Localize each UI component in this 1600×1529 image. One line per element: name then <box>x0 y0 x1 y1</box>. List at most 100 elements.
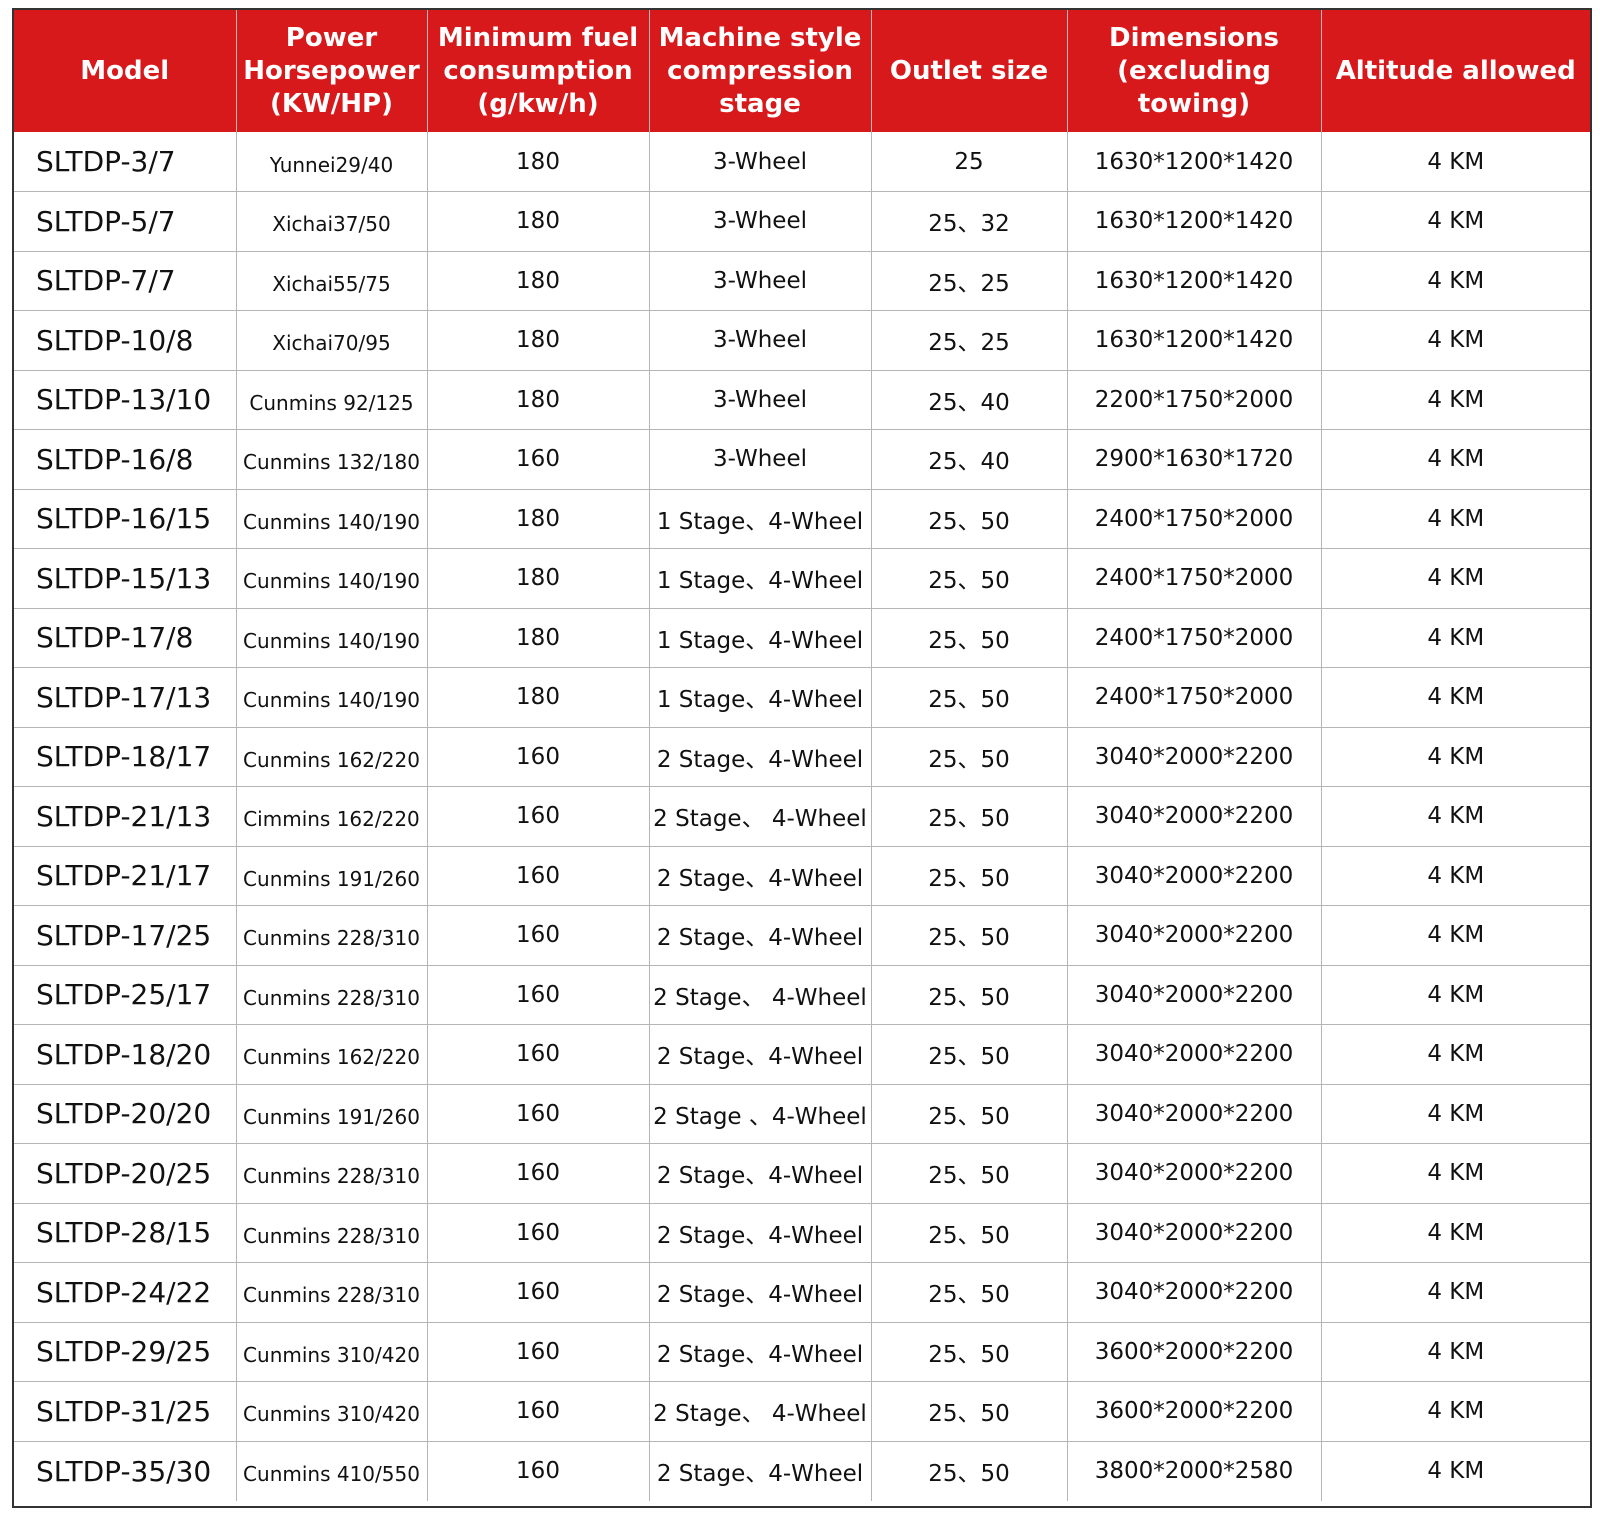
cell-power: Cunmins 140/190 <box>236 548 428 609</box>
table-row: SLTDP-16/8 Cunmins 132/180 160 3-Wheel 25、40… <box>14 429 1590 490</box>
cell-power: Cunmins 140/190 <box>236 608 428 668</box>
cell-machine-style: 2 Stage、4-Wheel <box>649 1441 872 1501</box>
cell-outlet: 25、40 <box>871 429 1068 490</box>
cell-altitude: 4 KM <box>1321 310 1590 371</box>
cell-fuel: 160 <box>427 905 650 966</box>
cell-model: SLTDP-31/25 <box>14 1381 237 1442</box>
table-row: SLTDP-31/25 Cunmins 310/420 160 2 Stage、 4-… <box>14 1381 1590 1442</box>
cell-dimensions: 3040*2000*2200 <box>1067 1024 1322 1085</box>
table-header-row: Model Power Horsepower (KW/HP) Minimum f… <box>14 10 1590 132</box>
cell-altitude: 4 KM <box>1321 786 1590 847</box>
cell-machine-style: 2 Stage、4-Wheel <box>649 846 872 906</box>
cell-outlet: 25、50 <box>871 727 1068 787</box>
cell-dimensions: 1630*1200*1420 <box>1067 310 1322 371</box>
cell-machine-style: 3-Wheel <box>649 310 872 371</box>
header-altitude: Altitude allowed <box>1321 10 1590 132</box>
cell-power: Xichai55/75 <box>236 251 428 311</box>
cell-machine-style: 2 Stage、 4-Wheel <box>649 786 872 847</box>
cell-dimensions: 3040*2000*2200 <box>1067 965 1322 1025</box>
cell-machine-style: 3-Wheel <box>649 370 872 430</box>
cell-model: SLTDP-17/13 <box>14 667 237 728</box>
cell-outlet: 25、50 <box>871 1203 1068 1263</box>
cell-model: SLTDP-35/30 <box>14 1441 237 1501</box>
cell-power: Cunmins 310/420 <box>236 1322 428 1382</box>
cell-dimensions: 3600*2000*2200 <box>1067 1322 1322 1382</box>
cell-fuel: 180 <box>427 370 650 430</box>
cell-model: SLTDP-17/25 <box>14 905 237 966</box>
cell-dimensions: 1630*1200*1420 <box>1067 251 1322 311</box>
cell-fuel: 160 <box>427 1262 650 1323</box>
cell-model: SLTDP-18/20 <box>14 1024 237 1085</box>
cell-machine-style: 2 Stage、4-Wheel <box>649 1024 872 1085</box>
cell-outlet: 25、50 <box>871 1143 1068 1204</box>
cell-power: Cunmins 228/310 <box>236 1262 428 1323</box>
cell-fuel: 180 <box>427 548 650 609</box>
cell-dimensions: 2400*1750*2000 <box>1067 608 1322 668</box>
table-row: SLTDP-21/17 Cunmins 191/260 160 2 Stage、4-W… <box>14 846 1590 906</box>
cell-fuel: 160 <box>427 1441 650 1501</box>
table-row: SLTDP-18/17 Cunmins 162/220 160 2 Stage、4-W… <box>14 727 1590 787</box>
cell-power: Xichai37/50 <box>236 191 428 252</box>
cell-dimensions: 2400*1750*2000 <box>1067 489 1322 549</box>
cell-power: Xichai70/95 <box>236 310 428 371</box>
cell-power: Cunmins 162/220 <box>236 727 428 787</box>
cell-power: Cunmins 410/550 <box>236 1441 428 1501</box>
cell-fuel: 180 <box>427 191 650 252</box>
cell-power: Cunmins 191/260 <box>236 846 428 906</box>
cell-dimensions: 2200*1750*2000 <box>1067 370 1322 430</box>
cell-altitude: 4 KM <box>1321 1084 1590 1144</box>
cell-fuel: 180 <box>427 310 650 371</box>
cell-model: SLTDP-5/7 <box>14 191 237 252</box>
cell-model: SLTDP-25/17 <box>14 965 237 1025</box>
cell-dimensions: 3040*2000*2200 <box>1067 727 1322 787</box>
cell-outlet: 25、50 <box>871 608 1068 668</box>
cell-dimensions: 3800*2000*2580 <box>1067 1441 1322 1501</box>
table-row: SLTDP-24/22 Cunmins 228/310 160 2 Stage、4-W… <box>14 1262 1590 1323</box>
table-row: SLTDP-7/7 Xichai55/75 180 3-Wheel 25、25 1630*… <box>14 251 1590 311</box>
cell-model: SLTDP-15/13 <box>14 548 237 609</box>
cell-machine-style: 2 Stage、4-Wheel <box>649 1322 872 1382</box>
cell-dimensions: 3040*2000*2200 <box>1067 1084 1322 1144</box>
table-row: SLTDP-17/25 Cunmins 228/310 160 2 Stage、4-W… <box>14 905 1590 966</box>
cell-altitude: 4 KM <box>1321 1381 1590 1442</box>
cell-machine-style: 1 Stage、4-Wheel <box>649 548 872 609</box>
cell-altitude: 4 KM <box>1321 429 1590 490</box>
cell-machine-style: 2 Stage、4-Wheel <box>649 1203 872 1263</box>
cell-model: SLTDP-10/8 <box>14 310 237 371</box>
cell-machine-style: 2 Stage、 4-Wheel <box>649 1381 872 1442</box>
cell-machine-style: 3-Wheel <box>649 132 872 192</box>
table-row: SLTDP-10/8 Xichai70/95 180 3-Wheel 25、25 1630… <box>14 310 1590 371</box>
cell-dimensions: 2400*1750*2000 <box>1067 667 1322 728</box>
cell-altitude: 4 KM <box>1321 191 1590 252</box>
cell-dimensions: 1630*1200*1420 <box>1067 191 1322 252</box>
cell-altitude: 4 KM <box>1321 905 1590 966</box>
cell-fuel: 160 <box>427 1203 650 1263</box>
cell-fuel: 160 <box>427 1322 650 1382</box>
cell-outlet: 25、50 <box>871 846 1068 906</box>
cell-dimensions: 3040*2000*2200 <box>1067 1262 1322 1323</box>
cell-machine-style: 1 Stage、4-Wheel <box>649 608 872 668</box>
table-row: SLTDP-18/20 Cunmins 162/220 160 2 Stage、4-W… <box>14 1024 1590 1085</box>
table-body: SLTDP-3/7 Yunnei29/40 180 3-Wheel 25 1630*120… <box>14 132 1590 1501</box>
cell-outlet: 25、32 <box>871 191 1068 252</box>
table-row: SLTDP-5/7 Xichai37/50 180 3-Wheel 25、32 1630*… <box>14 191 1590 252</box>
cell-machine-style: 2 Stage、4-Wheel <box>649 905 872 966</box>
cell-altitude: 4 KM <box>1321 489 1590 549</box>
cell-outlet: 25、25 <box>871 310 1068 371</box>
cell-fuel: 160 <box>427 965 650 1025</box>
cell-altitude: 4 KM <box>1321 1203 1590 1263</box>
cell-model: SLTDP-3/7 <box>14 132 237 192</box>
cell-model: SLTDP-29/25 <box>14 1322 237 1382</box>
cell-power: Cunmins 140/190 <box>236 489 428 549</box>
cell-altitude: 4 KM <box>1321 608 1590 668</box>
cell-machine-style: 2 Stage、4-Wheel <box>649 1262 872 1323</box>
cell-altitude: 4 KM <box>1321 727 1590 787</box>
cell-fuel: 180 <box>427 667 650 728</box>
cell-power: Cunmins 310/420 <box>236 1381 428 1442</box>
header-outlet-size: Outlet size <box>871 10 1068 132</box>
cell-fuel: 160 <box>427 786 650 847</box>
cell-outlet: 25、50 <box>871 1381 1068 1442</box>
table-row: SLTDP-29/25 Cunmins 310/420 160 2 Stage、4-W… <box>14 1322 1590 1382</box>
table-row: SLTDP-13/10 Cunmins 92/125 180 3-Wheel 25、40… <box>14 370 1590 430</box>
cell-model: SLTDP-7/7 <box>14 251 237 311</box>
